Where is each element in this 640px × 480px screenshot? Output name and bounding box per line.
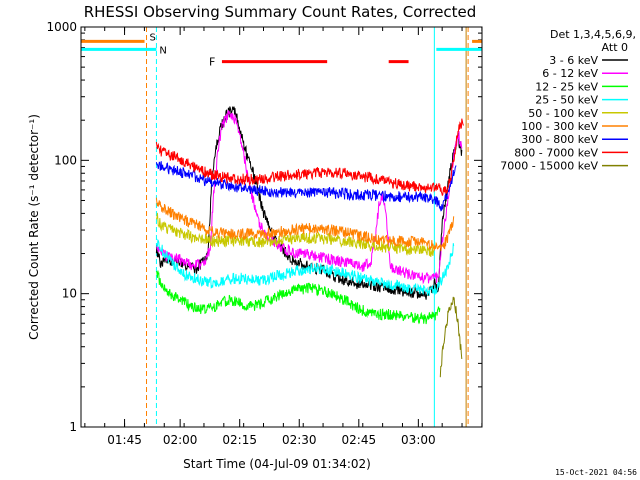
series-line <box>155 212 435 258</box>
legend-header-line2: Att 0 <box>602 41 628 54</box>
x-tick-label: 03:00 <box>401 433 436 447</box>
series-line <box>155 118 464 197</box>
y-tick-label: 10 <box>62 287 77 301</box>
series-line <box>155 270 441 325</box>
y-tick-label: 100 <box>54 153 77 167</box>
y-tick-label: 1000 <box>46 20 77 34</box>
footer-date: 15-Oct-2021 04:56 <box>555 468 637 477</box>
legend-label: 3 - 6 keV <box>549 54 598 67</box>
x-tick-label: 01:45 <box>107 433 142 447</box>
legend-label: 50 - 100 keV <box>528 107 598 120</box>
chart-title: RHESSI Observing Summary Count Rates, Co… <box>84 3 477 21</box>
legend-label: 100 - 300 keV <box>521 120 598 133</box>
x-tick-label: 02:15 <box>222 433 257 447</box>
series-line <box>155 197 455 252</box>
x-tick-label: 02:45 <box>342 433 377 447</box>
y-tick-label: 1 <box>69 420 77 434</box>
plot-frame <box>80 26 483 428</box>
legend-label: 6 - 12 keV <box>542 67 598 80</box>
night-label: N <box>159 45 166 56</box>
legend-header-line1: Det 1,3,4,5,6,9, <box>550 28 636 41</box>
legend-label: 300 - 800 keV <box>521 133 598 146</box>
legend-label: 800 - 7000 keV <box>514 146 598 159</box>
saa-label: S <box>150 32 156 43</box>
x-tick-label: 02:00 <box>163 433 198 447</box>
series-line <box>155 161 457 212</box>
series-line <box>439 296 463 378</box>
series-line <box>155 238 455 296</box>
x-axis-label: Start Time (04-Jul-09 01:34:02) <box>183 457 371 471</box>
flare-label: F <box>209 56 215 69</box>
series-line <box>156 110 463 285</box>
x-tick-label: 02:30 <box>282 433 317 447</box>
legend-label: 12 - 25 keV <box>535 80 598 93</box>
y-axis-label: Corrected Count Rate (s⁻¹ detector⁻¹) <box>27 114 41 340</box>
legend-label: 25 - 50 keV <box>535 94 598 107</box>
legend-label: 7000 - 15000 keV <box>500 160 598 173</box>
